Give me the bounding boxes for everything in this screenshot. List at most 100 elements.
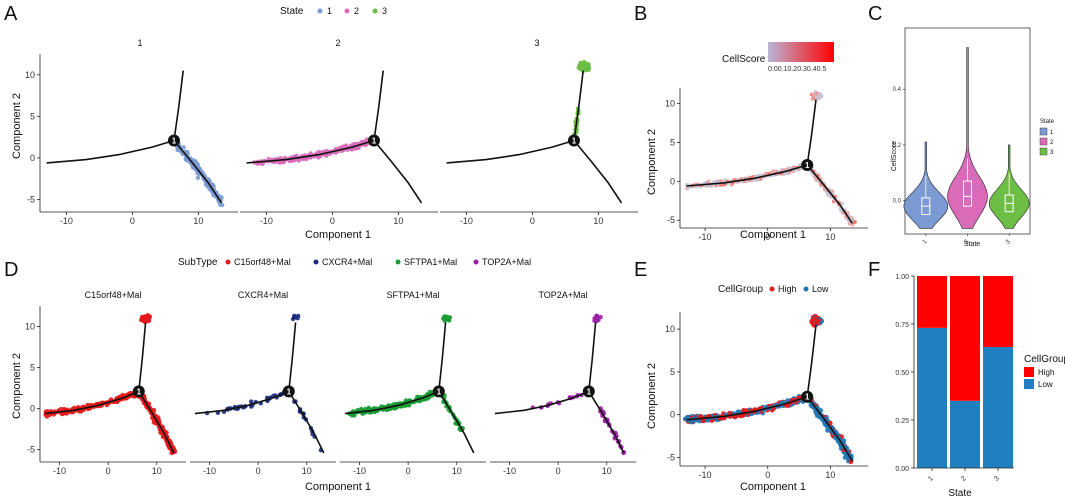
facet-title-d-3: SFTPA1+Mal bbox=[386, 290, 439, 300]
scatter-point bbox=[847, 221, 852, 226]
trajectory-branch-up bbox=[588, 322, 597, 392]
panel-a-plots: -10 0 10 10 5 0 -5 1 -10 0 10 1 -10 0 10 1 bbox=[25, 54, 638, 226]
trajectory-branch-left bbox=[46, 139, 175, 164]
legend-title-d: SubType bbox=[178, 257, 218, 268]
x-tick-label: -10 bbox=[503, 466, 516, 476]
legend-label-f-high: High bbox=[1038, 368, 1054, 377]
x-tick-label: 3 bbox=[1005, 239, 1012, 246]
trajectory-branch-down bbox=[573, 139, 623, 204]
facet-plot-a-1: -10 0 10 10 5 0 -5 1 bbox=[25, 54, 238, 226]
bar-high-1 bbox=[917, 276, 947, 328]
x-tick-label: 10 bbox=[393, 216, 403, 226]
scatter-point bbox=[811, 322, 817, 328]
legend-c: 1 2 3 bbox=[1039, 127, 1054, 156]
trajectory-branch-down bbox=[806, 396, 853, 462]
x-tick-label: 0 bbox=[765, 232, 770, 242]
y-tick-label: 0 bbox=[670, 176, 675, 186]
bar-low-1 bbox=[917, 327, 947, 468]
x-tick-label: 2 bbox=[960, 475, 968, 483]
violin-3: 3 bbox=[988, 144, 1030, 246]
y-tick-label: 0 bbox=[30, 153, 35, 163]
scatter-point bbox=[825, 191, 830, 195]
x-tick-label: 0 bbox=[330, 216, 335, 226]
legend-title-a: State bbox=[280, 6, 304, 17]
branch-node-label: 1 bbox=[172, 136, 177, 145]
x-tick-label: 0 bbox=[406, 466, 411, 476]
branch-node-label: 1 bbox=[805, 161, 810, 170]
bar-low-2 bbox=[950, 400, 980, 468]
scatter-point bbox=[146, 316, 151, 322]
y-tick-label: -5 bbox=[667, 452, 675, 462]
branch-node bbox=[567, 134, 580, 147]
ylabel-a: Component 2 bbox=[11, 93, 23, 159]
legend-dot-d-2 bbox=[313, 259, 319, 265]
legend-label-a-3: 3 bbox=[382, 6, 387, 16]
trajectory-branch-down bbox=[138, 390, 175, 454]
legend-label-e-high: High bbox=[778, 284, 797, 294]
scatter-point bbox=[846, 210, 850, 215]
facet-plot-a-2: -10 0 10 1 bbox=[240, 70, 438, 226]
legend-dot-d-3 bbox=[395, 259, 401, 265]
panel-label-f: F bbox=[868, 259, 880, 281]
x-tick-label: 0 bbox=[556, 466, 561, 476]
scatter-point bbox=[406, 403, 412, 408]
x-tick-label: -10 bbox=[353, 466, 366, 476]
legend-label-c-2: 2 bbox=[1050, 140, 1054, 146]
legend-label-c-1: 1 bbox=[1050, 130, 1054, 136]
x-tick-label: 10 bbox=[825, 232, 835, 242]
trajectory-branch-down bbox=[806, 164, 853, 224]
x-tick-label: 3 bbox=[993, 475, 1001, 483]
x-tick-label: 10 bbox=[302, 466, 312, 476]
ylabel-c: CellScore bbox=[891, 141, 898, 171]
legend-swatch-c-3 bbox=[1039, 147, 1048, 156]
legend-label-d-4: TOP2A+Mal bbox=[482, 257, 531, 267]
scatter-plot-b: -10 0 10 10 5 0 -5 1 bbox=[665, 88, 868, 242]
scatter-point bbox=[705, 417, 711, 423]
trajectory-branch-down bbox=[288, 390, 325, 454]
panel-d: D SubType C15orf48+Mal CXCR4+Mal SFTPA1+Ma… bbox=[4, 257, 636, 493]
scatter-point bbox=[175, 147, 180, 153]
panel-e: E CellGroup High Low -10 0 10 10 5 0 -5 1 Compo… bbox=[634, 259, 868, 493]
y-tick-label: 0.4 bbox=[893, 87, 902, 93]
legend-label-d-3: SFTPA1+Mal bbox=[404, 257, 457, 267]
panel-b-plot: -10 0 10 10 5 0 -5 1 bbox=[665, 88, 868, 242]
y-tick-label: 5 bbox=[670, 137, 675, 147]
branch-node bbox=[582, 385, 595, 398]
x-tick-label: 10 bbox=[152, 466, 162, 476]
scatter-point bbox=[840, 201, 845, 206]
legend-title-e: CellGroup bbox=[718, 284, 763, 295]
scatter-point bbox=[584, 63, 589, 69]
legend-swatch-f-low bbox=[1024, 379, 1034, 389]
branch-node-label: 1 bbox=[805, 393, 810, 402]
trajectory-branch-up bbox=[806, 99, 817, 166]
scatter-point bbox=[195, 162, 200, 167]
scatter-point bbox=[827, 420, 833, 426]
legend-dot-e-high bbox=[769, 286, 775, 292]
trajectory-branch-up bbox=[438, 322, 447, 392]
legend-d: C15orf48+Mal CXCR4+Mal SFTPA1+Mal TOP2A+Mal bbox=[225, 257, 531, 267]
scatter-point bbox=[764, 171, 768, 176]
y-tick-label: -5 bbox=[667, 215, 675, 225]
trajectory-branch-left bbox=[344, 390, 440, 415]
facet-title-d-4: TOP2A+Mal bbox=[538, 290, 587, 300]
trajectory-branch-down bbox=[173, 139, 223, 204]
scatter-point bbox=[364, 137, 369, 142]
y-tick-label: 10 bbox=[665, 99, 675, 109]
legend-swatch-c-2 bbox=[1039, 137, 1048, 146]
y-tick-label: 5 bbox=[670, 367, 675, 377]
trajectory-branch-left bbox=[494, 390, 590, 415]
scatter-point bbox=[580, 61, 585, 67]
trajectory-branch-left bbox=[44, 390, 140, 415]
scatter-point bbox=[181, 145, 186, 150]
x-tick-label: -10 bbox=[260, 216, 273, 226]
y-tick-label: 0 bbox=[670, 410, 675, 420]
x-tick-label: -10 bbox=[699, 232, 712, 242]
y-tick-label: 5 bbox=[30, 111, 35, 121]
y-tick-label: 0.75 bbox=[895, 322, 909, 329]
branch-node-label: 1 bbox=[372, 136, 377, 145]
x-tick-label: 0 bbox=[130, 216, 135, 226]
scatter-point bbox=[787, 166, 792, 170]
branch-node-label: 1 bbox=[137, 387, 142, 396]
scatter-point bbox=[185, 150, 190, 155]
scatter-point bbox=[293, 314, 298, 319]
